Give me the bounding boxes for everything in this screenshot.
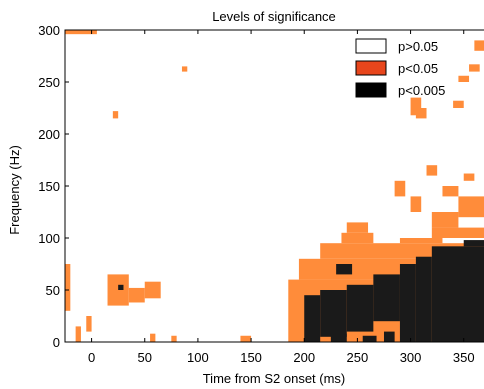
heatmap-region (112, 111, 119, 119)
heatmap-cells (65, 30, 484, 342)
heatmap-region (304, 295, 321, 342)
x-axis-label: Time from S2 onset (ms) (203, 371, 346, 386)
heatmap-region (65, 264, 71, 311)
heatmap-region (410, 196, 422, 212)
y-axis-label: Frequency (Hz) (7, 145, 22, 235)
x-tick-label: 350 (453, 350, 475, 365)
x-tick-label: 100 (187, 350, 209, 365)
heatmap-region (431, 246, 484, 342)
legend-label: p<0.005 (398, 83, 445, 98)
x-tick-label: 50 (138, 350, 152, 365)
heatmap-region (150, 333, 156, 342)
heatmap-region (240, 335, 252, 342)
heatmap-region (181, 66, 188, 72)
heatmap-region (336, 264, 353, 275)
heatmap-region (474, 40, 484, 51)
y-tick-label: 50 (46, 283, 60, 298)
y-tick-label: 200 (38, 127, 60, 142)
y-tick-label: 300 (38, 23, 60, 38)
heatmap-region (144, 281, 161, 299)
x-tick-label: 300 (400, 350, 422, 365)
heatmap-region (75, 326, 81, 342)
heatmap-region (65, 30, 97, 35)
heatmap-region (458, 75, 470, 82)
heatmap-region (415, 108, 427, 119)
heatmap-region (341, 232, 374, 244)
legend-swatch (355, 60, 387, 76)
heatmap-region (346, 284, 374, 332)
heatmap-region (415, 256, 432, 342)
heatmap-region (320, 290, 347, 337)
heatmap-region (442, 186, 459, 197)
x-tick-label: 200 (293, 350, 315, 365)
heatmap-region (346, 222, 369, 233)
y-tick-label: 150 (38, 179, 60, 194)
x-tick-label: 250 (347, 350, 369, 365)
heatmap-region (86, 316, 92, 332)
legend-swatch (355, 38, 387, 54)
heatmap-region (431, 227, 484, 238)
heatmap-region (330, 333, 347, 342)
legend-label: p>0.05 (398, 39, 438, 54)
heatmap-region (383, 331, 395, 342)
heatmap-region (453, 100, 464, 108)
y-tick-label: 250 (38, 75, 60, 90)
heatmap-region (431, 212, 459, 228)
x-axis: 0 50 100 150 200 250 300 350 (88, 30, 475, 365)
y-tick-label: 100 (38, 231, 60, 246)
chart-title: Levels of significance (212, 9, 336, 24)
x-tick-label: 0 (88, 350, 95, 365)
heatmap-region (128, 287, 145, 303)
heatmap-region (373, 274, 400, 322)
heatmap-region (362, 335, 377, 342)
heatmap-region (469, 64, 480, 72)
x-tick-label: 150 (240, 350, 262, 365)
legend-label: p<0.05 (398, 61, 438, 76)
heatmap-region (426, 165, 438, 176)
legend-swatch (355, 82, 387, 98)
heatmap-region (463, 173, 475, 181)
heatmap-region (394, 180, 406, 197)
legend: p>0.05 p<0.05 p<0.005 (355, 38, 445, 98)
y-tick-label: 0 (53, 335, 60, 350)
heatmap-region (410, 97, 422, 116)
heatmap-region (118, 284, 124, 290)
heatmap-region (399, 264, 416, 342)
heatmap-region (399, 238, 443, 244)
y-axis: 0 50 100 150 200 250 300 (38, 23, 69, 350)
heatmap-region (463, 240, 484, 247)
heatmap-region (171, 335, 177, 342)
heatmap-region (458, 196, 484, 218)
